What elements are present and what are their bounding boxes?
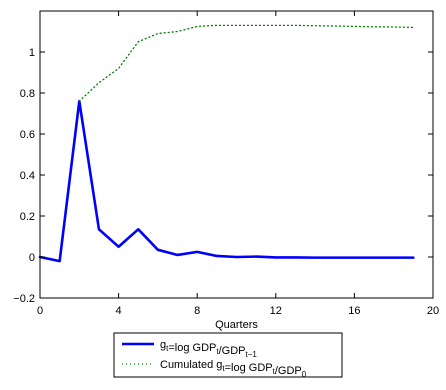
x-tick-label: 4: [116, 305, 122, 317]
y-tick-label: 0.4: [20, 170, 35, 182]
plot-area: [40, 11, 433, 298]
y-tick-label: 0.6: [20, 129, 35, 141]
x-tick-label: 16: [348, 305, 360, 317]
x-tick-label: 20: [427, 305, 439, 317]
plot-background: [40, 11, 433, 298]
x-tick-label: 12: [270, 305, 282, 317]
series-line-1: [38, 99, 415, 263]
legend-label-2: Cumulated gt=log GDPt/GDP0: [160, 359, 307, 379]
legend-box: [113, 332, 343, 378]
y-tick-label: 0.2: [20, 211, 35, 223]
legend-label-1: gt=log GDPt/GDPt−1: [160, 339, 257, 359]
y-tick-label: 1: [29, 47, 35, 59]
axes-layer: 0 4 8 12 16 20−0.200.20.40.60.81: [13, 10, 439, 317]
y-tick-label: 0.8: [20, 88, 35, 100]
y-tick-label: −0.2: [13, 293, 35, 305]
x-axis-label: Quarters: [215, 319, 258, 331]
x-tick-label: 0: [37, 305, 43, 317]
plot-frame: [39, 10, 434, 299]
x-tick-label: 8: [194, 305, 200, 317]
y-tick-label: 0: [29, 252, 35, 264]
series-layer: [38, 24, 415, 263]
